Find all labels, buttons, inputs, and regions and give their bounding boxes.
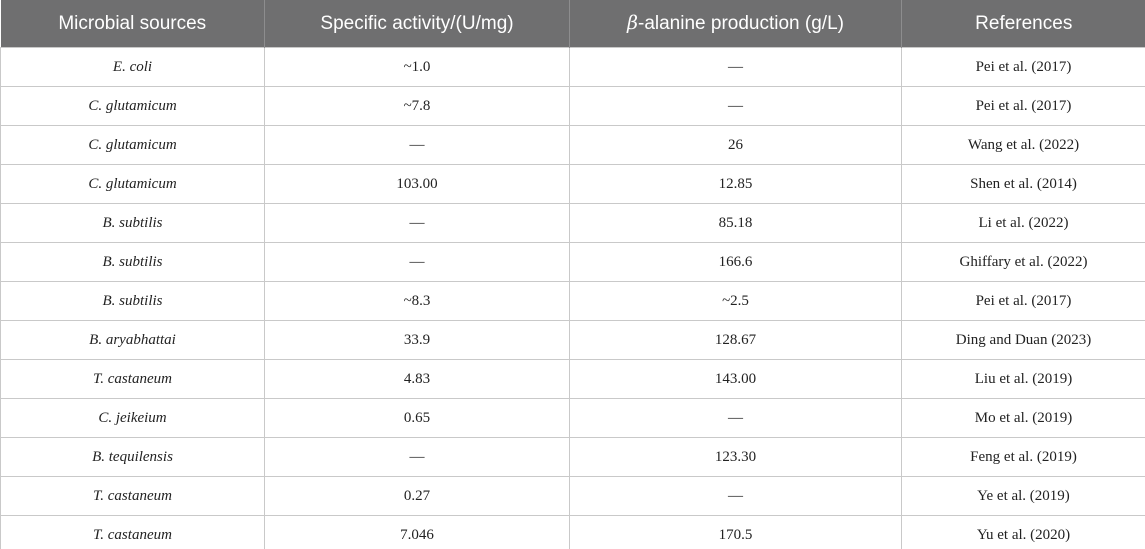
cell-beta-alanine-production: — xyxy=(569,476,902,516)
cell-beta-alanine-production: 143.00 xyxy=(569,359,902,399)
cell-reference: Ye et al. (2019) xyxy=(901,476,1145,516)
cell-beta-alanine-production: 166.6 xyxy=(569,242,902,282)
cell-microbial-source: C. jeikeium xyxy=(0,398,265,438)
header-references: References xyxy=(901,0,1145,48)
cell-microbial-source: B. aryabhattai xyxy=(0,320,265,360)
cell-reference: Ding and Duan (2023) xyxy=(901,320,1145,360)
cell-reference: Liu et al. (2019) xyxy=(901,359,1145,399)
beta-symbol: β xyxy=(627,12,638,34)
table-row: T. castaneum 0.27— Ye et al. (2019) xyxy=(0,476,1145,516)
header-production-label: -alanine production (g/L) xyxy=(638,13,844,34)
cell-microbial-source: B. subtilis xyxy=(0,281,265,321)
cell-beta-alanine-production: — xyxy=(569,398,902,438)
table-row: C. glutamicum 103.00 12.85 Shen et al. (201… xyxy=(0,164,1145,204)
cell-specific-activity: — xyxy=(264,242,570,282)
cell-beta-alanine-production: — xyxy=(569,86,902,126)
cell-reference: Pei et al. (2017) xyxy=(901,86,1145,126)
table-row: B. subtilis ~8.3 ~2.5 Pei et al. (2017) xyxy=(0,281,1145,321)
cell-reference: Wang et al. (2022) xyxy=(901,125,1145,165)
cell-specific-activity: 4.83 xyxy=(264,359,570,399)
cell-beta-alanine-production: 170.5 xyxy=(569,515,902,549)
cell-specific-activity: — xyxy=(264,203,570,243)
table-row: C. glutamicum ~7.8— Pei et al. (2017) xyxy=(0,86,1145,126)
cell-reference: Li et al. (2022) xyxy=(901,203,1145,243)
cell-microbial-source: T. castaneum xyxy=(0,359,265,399)
cell-beta-alanine-production: 12.85 xyxy=(569,164,902,204)
cell-specific-activity: — xyxy=(264,437,570,477)
cell-reference: Shen et al. (2014) xyxy=(901,164,1145,204)
header-specific-activity: Specific activity/(U/mg) xyxy=(264,0,570,48)
cell-specific-activity: ~7.8 xyxy=(264,86,570,126)
cell-beta-alanine-production: 26 xyxy=(569,125,902,165)
cell-beta-alanine-production: 85.18 xyxy=(569,203,902,243)
cell-beta-alanine-production: ~2.5 xyxy=(569,281,902,321)
cell-reference: Ghiffary et al. (2022) xyxy=(901,242,1145,282)
cell-specific-activity: 33.9 xyxy=(264,320,570,360)
table-row: T. castaneum 4.83 143.00 Liu et al. (2019) xyxy=(0,359,1145,399)
cell-microbial-source: C. glutamicum xyxy=(0,86,265,126)
cell-reference: Yu et al. (2020) xyxy=(901,515,1145,549)
cell-specific-activity: 0.65 xyxy=(264,398,570,438)
cell-reference: Pei et al. (2017) xyxy=(901,281,1145,321)
table-row: B. tequilensis —123.30 Feng et al. (2019) xyxy=(0,437,1145,477)
cell-specific-activity: 0.27 xyxy=(264,476,570,516)
cell-microbial-source: C. glutamicum xyxy=(0,164,265,204)
header-row: Microbial sources Specific activity/(U/m… xyxy=(0,0,1145,48)
table-row: C. glutamicum —26 Wang et al. (2022) xyxy=(0,125,1145,165)
table-row: C. jeikeium 0.65— Mo et al. (2019) xyxy=(0,398,1145,438)
header-microbial-sources: Microbial sources xyxy=(0,0,265,48)
cell-specific-activity: 7.046 xyxy=(264,515,570,549)
cell-beta-alanine-production: — xyxy=(569,47,902,87)
cell-microbial-source: B. subtilis xyxy=(0,203,265,243)
table-row: E. coli ~1.0— Pei et al. (2017) xyxy=(0,47,1145,87)
cell-microbial-source: T. castaneum xyxy=(0,515,265,549)
table-header: Microbial sources Specific activity/(U/m… xyxy=(0,0,1145,48)
table-row: B. subtilis —166.6 Ghiffary et al. (2022) xyxy=(0,242,1145,282)
cell-reference: Feng et al. (2019) xyxy=(901,437,1145,477)
cell-beta-alanine-production: 128.67 xyxy=(569,320,902,360)
cell-specific-activity: ~1.0 xyxy=(264,47,570,87)
cell-beta-alanine-production: 123.30 xyxy=(569,437,902,477)
cell-microbial-source: B. subtilis xyxy=(0,242,265,282)
cell-reference: Mo et al. (2019) xyxy=(901,398,1145,438)
table-body: E. coli ~1.0— Pei et al. (2017) C. glutamic… xyxy=(0,47,1145,549)
header-beta-alanine-production: β-alanine production (g/L) xyxy=(569,0,902,48)
cell-specific-activity: ~8.3 xyxy=(264,281,570,321)
cell-specific-activity: 103.00 xyxy=(264,164,570,204)
table-row: B. aryabhattai 33.9 128.67 Ding and Duan (2… xyxy=(0,320,1145,360)
cell-microbial-source: C. glutamicum xyxy=(0,125,265,165)
table-row: T. castaneum 7.046 170.5 Yu et al. (2020) xyxy=(0,515,1145,549)
cell-microbial-source: E. coli xyxy=(0,47,265,87)
cell-microbial-source: B. tequilensis xyxy=(0,437,265,477)
cell-specific-activity: — xyxy=(264,125,570,165)
cell-microbial-source: T. castaneum xyxy=(0,476,265,516)
table-row: B. subtilis —85.18 Li et al. (2022) xyxy=(0,203,1145,243)
cell-reference: Pei et al. (2017) xyxy=(901,47,1145,87)
